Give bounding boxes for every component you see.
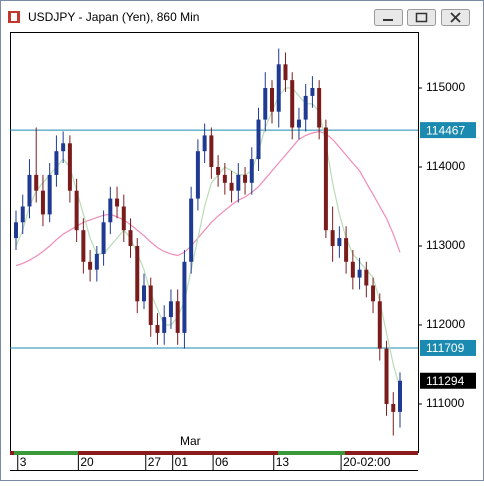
candle-body — [384, 348, 389, 404]
candle-body — [175, 301, 180, 333]
y-tick-label: 111000 — [426, 396, 465, 410]
candle-body — [14, 222, 18, 239]
month-label: Mar — [180, 434, 201, 448]
y-tick-label: 113000 — [426, 238, 465, 252]
y-tick-label: 114000 — [426, 159, 465, 173]
maximize-button[interactable] — [407, 9, 436, 26]
candle-body — [337, 238, 342, 246]
candle-body — [398, 380, 402, 412]
candle-body — [209, 135, 214, 167]
x-tick-label: 01 — [175, 455, 189, 469]
candle-body — [128, 230, 133, 246]
candle-body — [54, 151, 59, 175]
candle-body — [81, 230, 86, 262]
candle-body — [350, 261, 355, 278]
candle-body — [290, 80, 295, 128]
window-title: USDJPY - Japan (Yen), 860 Min — [28, 10, 199, 24]
candle-body — [283, 64, 288, 81]
candle-body — [40, 190, 45, 215]
candle-body — [229, 182, 234, 191]
candle-body — [142, 285, 146, 302]
candle-body — [27, 174, 32, 207]
x-tick-label: 06 — [215, 455, 229, 469]
candle-body — [121, 206, 126, 231]
candle-body — [168, 301, 173, 318]
candle-body — [162, 317, 167, 333]
candle-body — [357, 269, 362, 278]
candle-body — [202, 135, 207, 152]
candle-body — [263, 88, 268, 120]
y-tick-label: 115000 — [426, 80, 465, 94]
candle-body — [256, 119, 261, 160]
y-tick-label: 112000 — [426, 317, 465, 331]
plot-frame — [10, 32, 419, 453]
candle-body — [94, 253, 99, 270]
candle-body — [243, 174, 248, 183]
candle-body — [47, 174, 52, 215]
candle-body — [391, 403, 396, 412]
candle-body — [135, 245, 140, 302]
candle-body — [67, 143, 72, 191]
candle-body — [377, 301, 382, 349]
x-tick-label: 13 — [276, 455, 290, 469]
session-strip-green — [14, 451, 78, 455]
maximize-icon — [415, 12, 428, 23]
candle-body — [270, 88, 274, 112]
candle-body — [195, 151, 200, 199]
window-buttons — [374, 9, 470, 26]
candle-body — [323, 127, 328, 231]
session-strip-green — [278, 451, 345, 455]
level-label: 114467 — [426, 123, 465, 137]
candle-body — [296, 119, 301, 128]
candle-body — [189, 198, 194, 262]
candle-body — [115, 198, 120, 207]
candle-body — [222, 174, 227, 183]
level-label-box — [420, 339, 476, 356]
candle-body — [236, 174, 241, 191]
candle-body — [276, 64, 281, 112]
candle-body — [61, 143, 66, 152]
candle-body — [88, 261, 93, 270]
x-tick-label: 20 — [80, 455, 94, 469]
candle-body — [249, 159, 254, 183]
plot-area: 111000 112000 113000 114000 115000 114467 1117… — [10, 48, 476, 470]
app-icon-detail — [11, 13, 17, 21]
minimize-button[interactable] — [374, 9, 403, 26]
candle-body — [148, 285, 153, 325]
x-tick-label: 27 — [148, 455, 162, 469]
candle-body — [303, 95, 308, 120]
candle-body — [20, 206, 25, 223]
candle-body — [34, 174, 39, 191]
candle-body — [74, 190, 79, 231]
candle-body — [364, 269, 369, 286]
candle-body — [108, 198, 113, 223]
last-price-label: 111294 — [426, 374, 465, 388]
candle-body — [310, 88, 315, 96]
last-price-box — [420, 372, 476, 389]
candle-body — [371, 285, 376, 302]
session-strip — [10, 451, 418, 455]
level-label-box — [420, 122, 476, 139]
candle-body — [317, 88, 322, 128]
candle-body — [182, 261, 187, 333]
candle-body — [216, 166, 221, 175]
candle-body — [101, 222, 106, 254]
candle-body — [155, 324, 160, 333]
moving-average-line — [15, 130, 401, 267]
candle-body — [344, 238, 349, 262]
candle-body — [330, 230, 335, 246]
moving-average-line — [15, 87, 401, 389]
x-tick-label: 20-02:00 — [343, 455, 391, 469]
x-tick-label: 3 — [20, 455, 27, 469]
close-icon — [450, 12, 461, 23]
level-label: 111709 — [426, 341, 465, 355]
